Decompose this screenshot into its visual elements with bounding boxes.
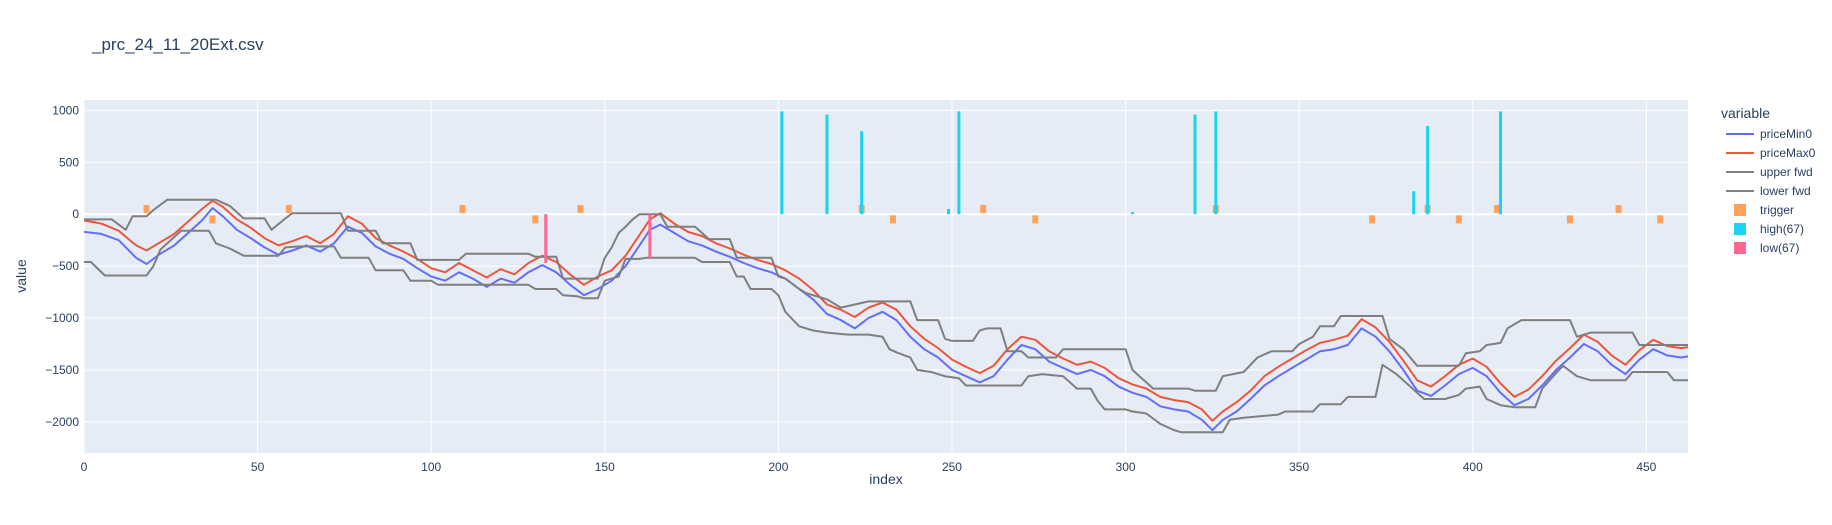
x-axis-title: index [869,471,902,487]
legend-label-low-67[interactable]: low(67) [1760,241,1799,255]
x-tick-label: 450 [1636,460,1656,474]
trigger-marker [889,215,896,224]
legend-label-lower-fwd[interactable]: lower fwd [1760,184,1811,198]
x-tick-label: 150 [595,460,615,474]
trigger-marker [1657,215,1664,224]
trigger-marker [459,205,466,214]
spike-high-67 [780,111,784,215]
series-line-lower-fwd [84,229,1688,434]
x-tick-label: 250 [942,460,962,474]
spike-high-67 [1426,125,1430,215]
x-tick-label: 400 [1463,460,1483,474]
trigger-marker [1455,215,1462,224]
spike-low-67 [544,214,548,264]
spike-high-67 [957,111,961,215]
spike-high-67 [1499,111,1503,215]
y-tick-label: −1000 [45,311,79,325]
x-tick-label: 100 [421,460,441,474]
legend[interactable]: variable priceMin0 priceMax0 upper fwd lowe… [1721,105,1816,255]
series-line-pricemax0 [83,199,1689,422]
spike-high-67 [825,114,829,215]
trigger-marker [285,205,292,214]
y-tick-label: 500 [59,155,79,169]
legend-label-trigger[interactable]: trigger [1760,203,1794,217]
trigger-marker [577,205,584,214]
spike-high-67 [1193,114,1197,215]
spike-high-67 [860,131,864,215]
trigger-marker [1494,205,1501,214]
spike-high-67 [1412,191,1416,215]
legend-label-high-67[interactable]: high(67) [1760,222,1804,236]
x-tick-label: 0 [81,460,88,474]
legend-label-pricemax0[interactable]: priceMax0 [1760,146,1816,160]
spike-high-67 [946,209,950,215]
y-tick-label: −500 [52,259,79,273]
legend-swatch-trigger [1734,204,1746,216]
trigger-marker [209,215,216,224]
x-tick-label: 200 [768,460,788,474]
y-tick-label: 0 [72,207,79,221]
x-tick-label: 350 [1289,460,1309,474]
y-axis-ticks: 1000 500 0 −500 −1000 −1500 −2000 [45,103,79,428]
trigger-marker [1369,215,1376,224]
y-tick-label: 1000 [52,103,79,117]
trigger-marker [1566,215,1573,224]
y-axis-title: value [13,259,29,293]
legend-label-pricemin0[interactable]: priceMin0 [1760,127,1812,141]
trigger-marker [1032,215,1039,224]
series-layer [83,111,1689,434]
grid [83,100,1688,453]
legend-swatch-low-67 [1734,242,1746,254]
x-tick-label: 300 [1116,460,1136,474]
x-tick-label: 50 [251,460,265,474]
series-line-upper-fwd [84,198,1688,392]
legend-title: variable [1721,105,1770,121]
trigger-marker [532,215,539,224]
y-tick-label: −1500 [45,363,79,377]
legend-items: priceMin0 priceMax0 upper fwd lower fwd trig… [1726,127,1816,255]
trigger-marker [143,205,150,214]
spike-high-67 [1131,212,1135,215]
chart-title: _prc_24_11_20Ext.csv [91,35,264,54]
legend-swatch-high-67 [1734,223,1746,235]
trigger-marker [980,205,987,214]
x-axis-ticks: 0 50 100 150 200 250 300 350 400 450 [81,460,1657,474]
plot-background [84,100,1688,453]
trigger-marker [1615,205,1622,214]
y-tick-label: −2000 [45,415,79,429]
spike-low-67 [648,214,652,258]
legend-label-upper-fwd[interactable]: upper fwd [1760,165,1813,179]
spike-high-67 [1214,111,1218,215]
